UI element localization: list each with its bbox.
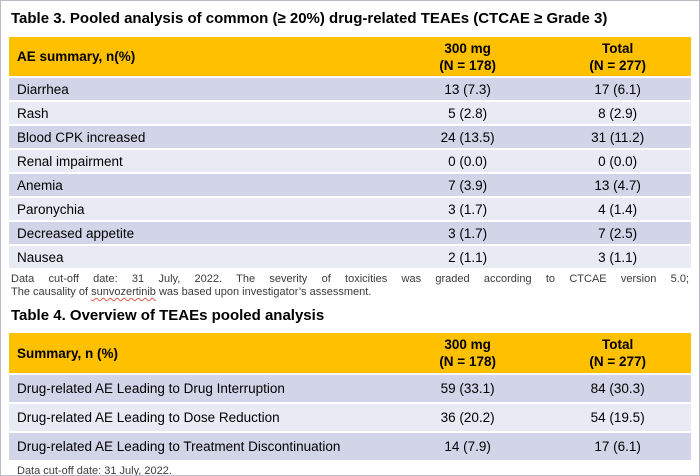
table4-header-total-n: (N = 277) bbox=[589, 354, 646, 369]
table4-footnote: Data cut-off date: 31 July, 2022. bbox=[17, 465, 172, 476]
table-row: Anemia 7 (3.9) 13 (4.7) bbox=[9, 172, 691, 196]
ae-300mg-value: 5 (2.8) bbox=[390, 100, 545, 124]
footnote-causality-suffix: was based upon investigator’s assessment… bbox=[155, 286, 372, 298]
summary-total-value: 17 (6.1) bbox=[544, 431, 691, 460]
table3: AE summary, n(%) 300 mg (N = 178) Total … bbox=[9, 37, 691, 268]
ae-label: Anemia bbox=[9, 172, 391, 196]
summary-total-value: 54 (19.5) bbox=[544, 402, 691, 431]
drug-name: sunvozertinib bbox=[91, 286, 156, 298]
ae-300mg-value: 3 (1.7) bbox=[390, 220, 545, 244]
table3-header-total-label: Total bbox=[602, 40, 634, 56]
table3-header-300mg-dose: 300 mg bbox=[444, 40, 491, 56]
ae-label: Diarrhea bbox=[9, 76, 391, 100]
ae-label: Decreased appetite bbox=[9, 220, 391, 244]
table4-header-total: Total (N = 277) bbox=[544, 333, 691, 373]
ae-label: Blood CPK increased bbox=[9, 124, 391, 148]
ae-label: Rash bbox=[9, 100, 391, 124]
summary-300mg-value: 59 (33.1) bbox=[390, 373, 545, 402]
table3-header-300mg-n: (N = 178) bbox=[439, 57, 496, 73]
ae-total-value: 8 (2.9) bbox=[544, 100, 691, 124]
summary-label: Drug-related AE Leading to Drug Interrup… bbox=[9, 373, 391, 402]
table4-header-summary: Summary, n (%) bbox=[9, 333, 391, 373]
table-row: Drug-related AE Leading to Treatment Dis… bbox=[9, 431, 691, 460]
table4-header-300mg-dose: 300 mg bbox=[444, 337, 491, 352]
summary-label: Drug-related AE Leading to Treatment Dis… bbox=[9, 431, 391, 460]
table3-footnote: Data cut-off date: 31 July, 2022. The se… bbox=[11, 273, 689, 299]
table4: Summary, n (%) 300 mg (N = 178) Total (N… bbox=[9, 333, 691, 460]
table3-header-ae-summary: AE summary, n(%) bbox=[9, 37, 391, 76]
table3-footnote-line1: Data cut-off date: 31 July, 2022. The se… bbox=[11, 273, 689, 285]
ae-label: Nausea bbox=[9, 244, 391, 268]
table3-header-total: Total (N = 277) bbox=[544, 37, 691, 76]
summary-total-value: 84 (30.3) bbox=[544, 373, 691, 402]
table-row: Decreased appetite 3 (1.7) 7 (2.5) bbox=[9, 220, 691, 244]
table3-header-total-n: (N = 277) bbox=[589, 57, 646, 73]
summary-300mg-value: 36 (20.2) bbox=[390, 402, 545, 431]
table4-title: Table 4. Overview of TEAEs pooled analys… bbox=[11, 307, 325, 324]
ae-total-value: 13 (4.7) bbox=[544, 172, 691, 196]
ae-total-value: 0 (0.0) bbox=[544, 148, 691, 172]
table4-header-300mg: 300 mg (N = 178) bbox=[390, 333, 545, 373]
summary-300mg-value: 14 (7.9) bbox=[390, 431, 545, 460]
ae-300mg-value: 24 (13.5) bbox=[390, 124, 545, 148]
ae-total-value: 7 (2.5) bbox=[544, 220, 691, 244]
table4-header-total-label: Total bbox=[602, 337, 634, 352]
ae-300mg-value: 2 (1.1) bbox=[390, 244, 545, 268]
ae-300mg-value: 13 (7.3) bbox=[390, 76, 545, 100]
table3-footnote-line2: The causality of sunvozertinib was based… bbox=[11, 286, 689, 299]
table3-header-row: AE summary, n(%) 300 mg (N = 178) Total … bbox=[9, 37, 691, 76]
ae-300mg-value: 3 (1.7) bbox=[390, 196, 545, 220]
table-row: Diarrhea 13 (7.3) 17 (6.1) bbox=[9, 76, 691, 100]
ae-total-value: 3 (1.1) bbox=[544, 244, 691, 268]
table-row: Renal impairment 0 (0.0) 0 (0.0) bbox=[9, 148, 691, 172]
table3-title: Table 3. Pooled analysis of common (≥ 20… bbox=[11, 10, 608, 27]
ae-total-value: 17 (6.1) bbox=[544, 76, 691, 100]
table4-header-row: Summary, n (%) 300 mg (N = 178) Total (N… bbox=[9, 333, 691, 373]
ae-300mg-value: 0 (0.0) bbox=[390, 148, 545, 172]
table4-header-300mg-n: (N = 178) bbox=[439, 354, 496, 369]
table3-header-300mg: 300 mg (N = 178) bbox=[390, 37, 545, 76]
table-row: Rash 5 (2.8) 8 (2.9) bbox=[9, 100, 691, 124]
table-row: Paronychia 3 (1.7) 4 (1.4) bbox=[9, 196, 691, 220]
footnote-causality-prefix: The causality of bbox=[11, 286, 92, 298]
ae-label: Renal impairment bbox=[9, 148, 391, 172]
ae-total-value: 4 (1.4) bbox=[544, 196, 691, 220]
ae-label: Paronychia bbox=[9, 196, 391, 220]
summary-label: Drug-related AE Leading to Dose Reductio… bbox=[9, 402, 391, 431]
ae-total-value: 31 (11.2) bbox=[544, 124, 691, 148]
table-row: Blood CPK increased 24 (13.5) 31 (11.2) bbox=[9, 124, 691, 148]
table-row: Drug-related AE Leading to Dose Reductio… bbox=[9, 402, 691, 431]
table-row: Nausea 2 (1.1) 3 (1.1) bbox=[9, 244, 691, 268]
table-row: Drug-related AE Leading to Drug Interrup… bbox=[9, 373, 691, 402]
ae-300mg-value: 7 (3.9) bbox=[390, 172, 545, 196]
